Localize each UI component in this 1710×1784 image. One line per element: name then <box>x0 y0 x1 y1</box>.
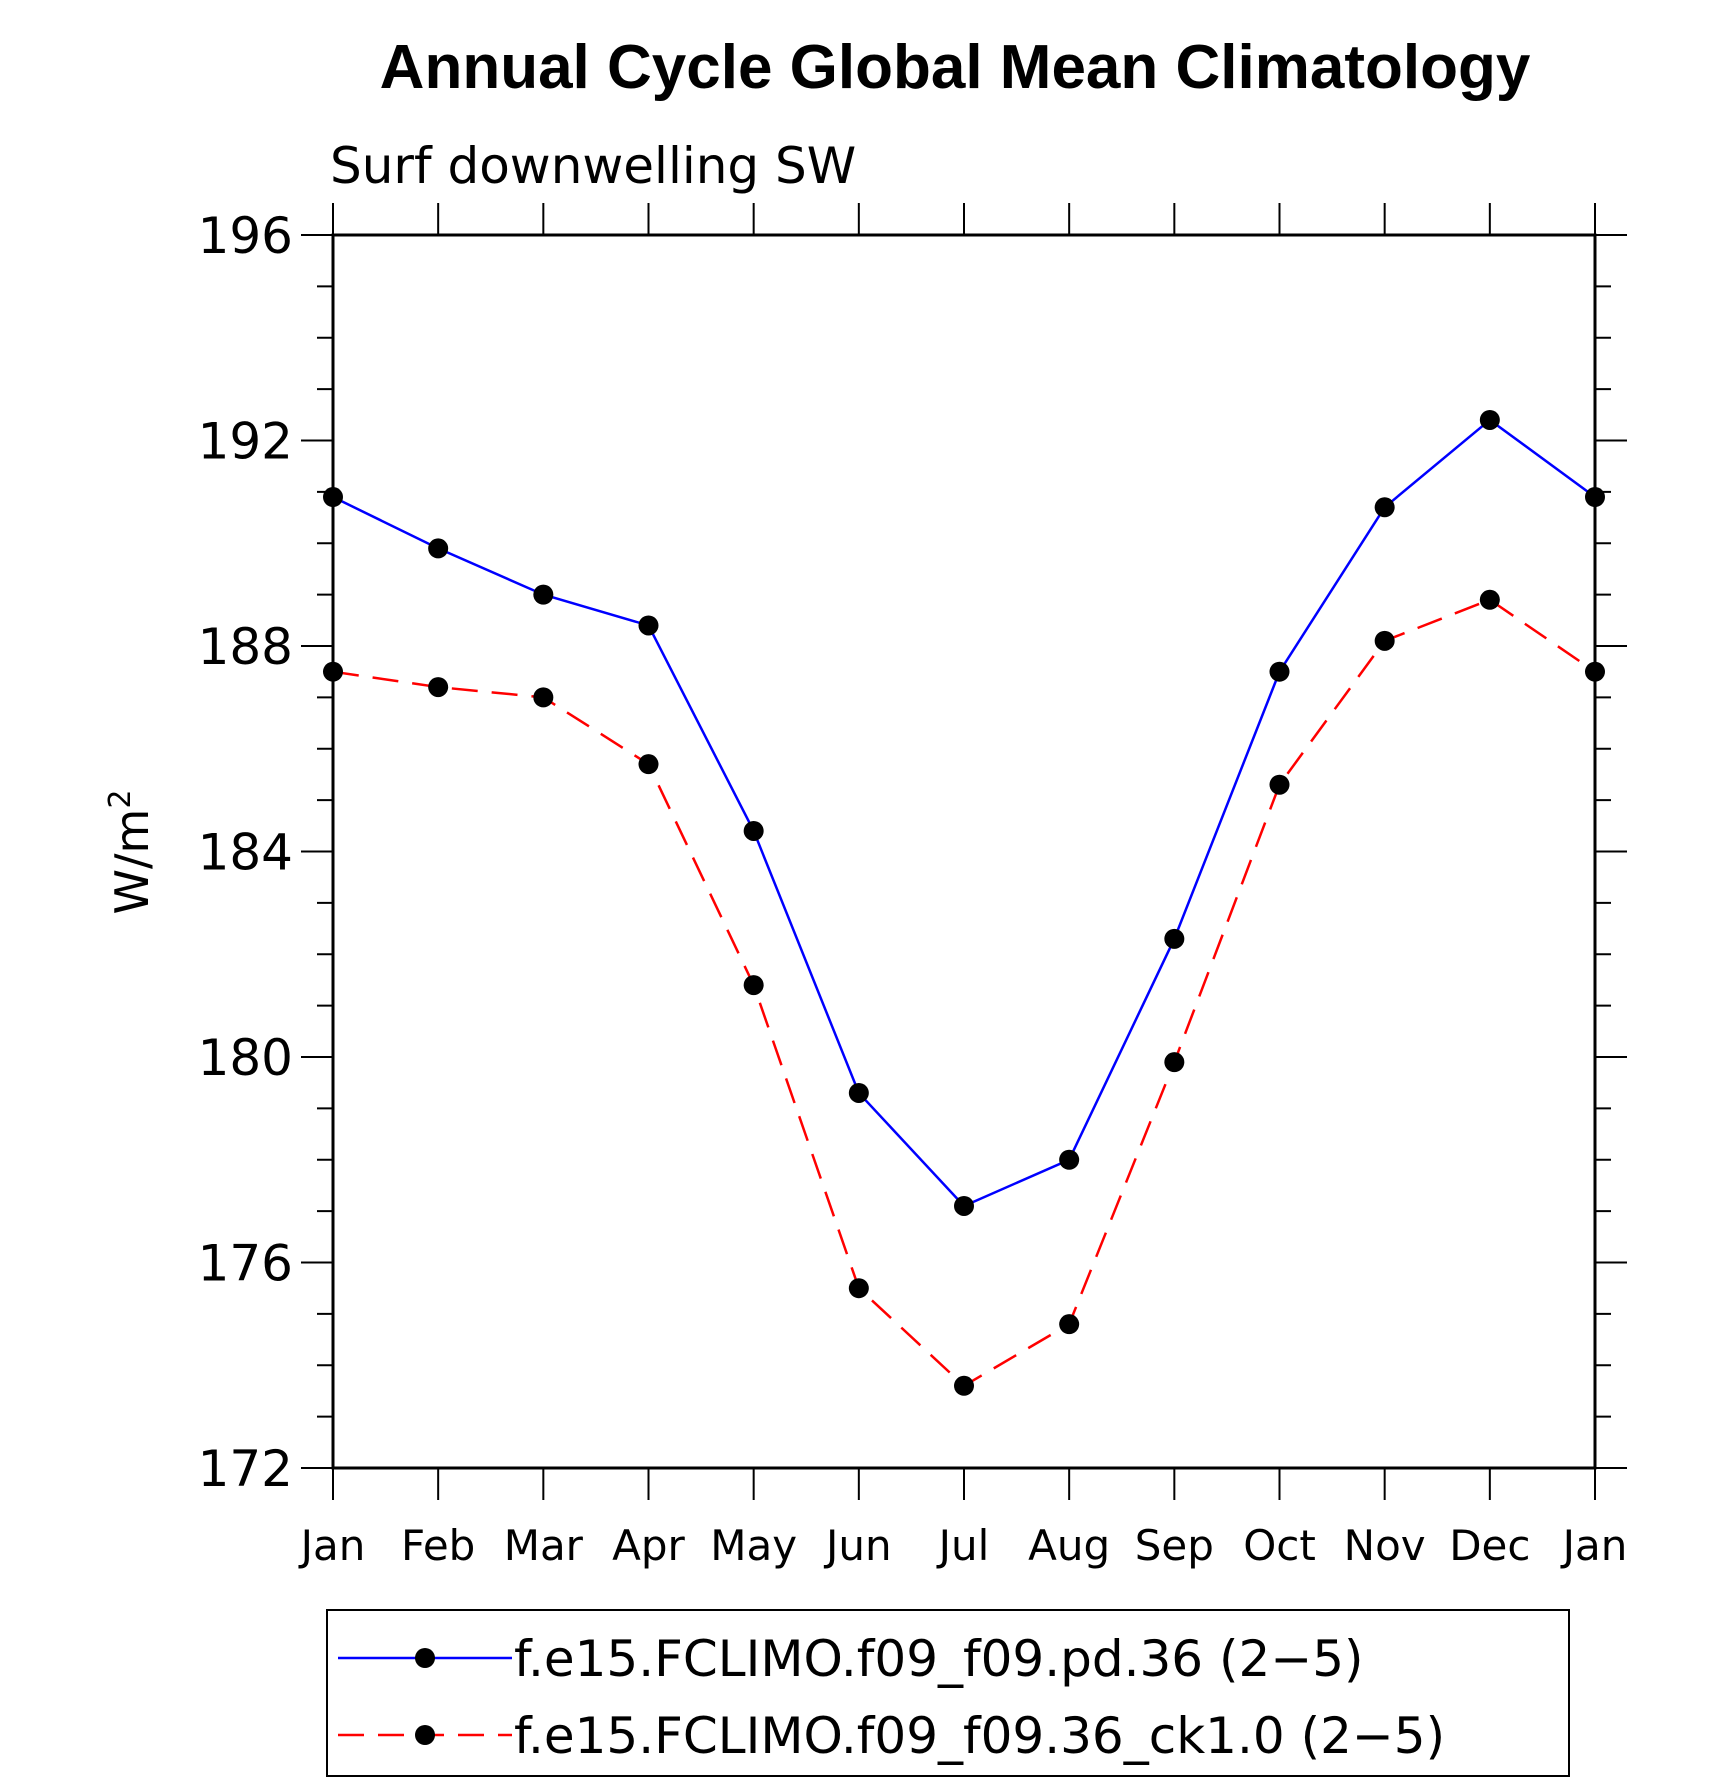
y-axis-label: W/m2 <box>103 790 159 915</box>
legend-label-0: f.e15.FCLIMO.f09_f09.pd.36 (2−5) <box>514 1630 1364 1688</box>
x-tick-label: Dec <box>1449 1521 1530 1570</box>
x-tick-label: Sep <box>1135 1521 1214 1570</box>
series-1-point <box>1374 630 1395 651</box>
series-0-point <box>954 1195 974 1216</box>
series-1-point <box>1479 589 1500 610</box>
chart-subtitle: Surf downwelling SW <box>330 137 856 195</box>
y-tick-label: 192 <box>198 413 293 471</box>
series-1-point <box>533 687 554 708</box>
series-1-point <box>743 975 764 996</box>
series-1-point <box>1059 1314 1080 1335</box>
series-1-point <box>638 754 659 775</box>
series-0-point <box>323 487 343 508</box>
y-tick-label: 188 <box>198 618 293 676</box>
series-line-1 <box>332 598 1596 1388</box>
x-tick-label: Oct <box>1243 1521 1316 1570</box>
x-tick-label: Jul <box>936 1521 990 1570</box>
y-axis-label-base: W/m <box>105 809 159 915</box>
x-tick-label: Nov <box>1344 1521 1426 1570</box>
x-tick-label: Apr <box>612 1521 685 1570</box>
x-tick-label: Feb <box>401 1521 475 1570</box>
x-tick-label: Mar <box>504 1521 584 1570</box>
series-0-point <box>848 1082 869 1103</box>
series-0-point <box>1164 928 1185 949</box>
x-tick-labels: Jan Feb Mar Apr May Jun Jul Aug Sep Oct Nov Dec Jan <box>298 1521 1628 1570</box>
series-1-point <box>323 661 343 682</box>
series-0-point <box>1269 661 1290 682</box>
x-tick-label: Aug <box>1028 1521 1110 1570</box>
series-1-point <box>428 677 449 698</box>
x-tick-label: Jan <box>1560 1521 1628 1570</box>
y-tick-labels: 172 176 180 184 188 192 196 <box>198 207 293 1498</box>
y-tick-label: 176 <box>198 1235 293 1293</box>
legend: f.e15.FCLIMO.f09_f09.pd.36 (2−5) f.e15.FC… <box>326 1609 1570 1777</box>
y-tick-label: 180 <box>198 1029 293 1087</box>
series-1-point <box>954 1375 974 1396</box>
y-axis-label-superscript: 2 <box>103 790 138 809</box>
x-tick-label: Jan <box>298 1521 366 1570</box>
series-0-point <box>1374 497 1395 518</box>
series-0-point <box>533 584 554 605</box>
x-tick-label: May <box>710 1521 797 1570</box>
series-line-0 <box>332 418 1596 1208</box>
series-0-point <box>428 538 449 559</box>
series-1-point <box>1164 1052 1185 1073</box>
series-layer <box>323 409 1605 1396</box>
y-tick-label: 196 <box>198 207 293 265</box>
legend-items: f.e15.FCLIMO.f09_f09.pd.36 (2−5) f.e15.FC… <box>338 1630 1445 1765</box>
chart-title: Annual Cycle Global Mean Climatology <box>380 33 1531 102</box>
series-0-point <box>1585 487 1605 508</box>
series-0-point <box>743 820 764 841</box>
legend-label-1: f.e15.FCLIMO.f09_f09.36_ck1.0 (2−5) <box>514 1707 1445 1765</box>
legend-marker-1 <box>415 1725 435 1745</box>
series-1-point <box>1269 774 1290 795</box>
x-tick-label: Jun <box>823 1521 892 1570</box>
series-0-point <box>638 615 659 636</box>
legend-box <box>326 1609 1570 1777</box>
series-0-point <box>1059 1149 1080 1170</box>
y-tick-label: 172 <box>198 1440 293 1498</box>
legend-marker-0 <box>415 1648 435 1668</box>
axis-ticks <box>301 203 1627 1500</box>
series-0-point <box>1479 409 1500 430</box>
series-1-point <box>1585 661 1605 682</box>
y-tick-label: 184 <box>198 824 293 882</box>
plot-frame <box>331 233 1597 1470</box>
series-1-point <box>848 1278 869 1299</box>
